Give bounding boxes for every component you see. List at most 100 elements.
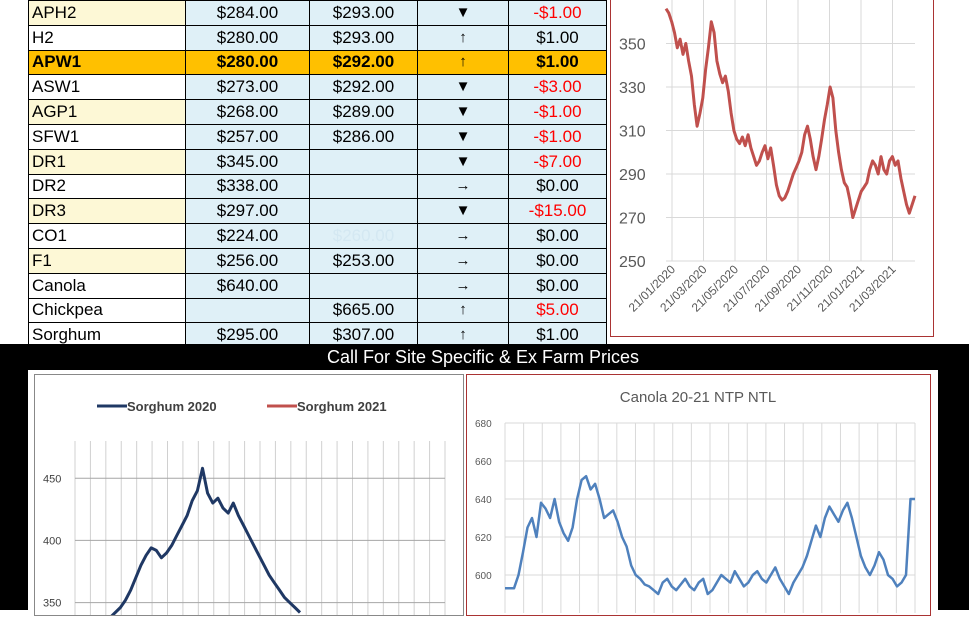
apw1-price-chart: 250 270 290 310 330 350 21/01/2020 21/03/2020 21… xyxy=(610,0,934,337)
price-row: Chickpea $665.00 ↑ $5.00 xyxy=(28,297,607,324)
price-cell-2: $286.00 xyxy=(309,123,418,150)
price-row: H2 $280.00 $293.00 ↑ $1.00 xyxy=(28,24,607,51)
price-cell-2: $665.00 xyxy=(309,297,418,324)
grade-cell: DR1 xyxy=(28,148,186,175)
change-cell: $1.00 xyxy=(508,49,607,76)
y-tick-label: 290 xyxy=(619,167,646,184)
y-tick-label: 270 xyxy=(619,211,646,228)
sorghum-2020-line xyxy=(104,466,302,620)
trend-arrow-icon: ▼ xyxy=(417,198,509,225)
price-row: DR3 $297.00 ▼ -$15.00 xyxy=(28,198,607,225)
trend-arrow-icon: → xyxy=(417,173,509,200)
price-row: CO1 $224.00 $260.00 → $0.00 xyxy=(28,223,607,249)
y-tick-label: 680 xyxy=(475,419,492,430)
y-tick-label: 400 xyxy=(43,535,61,547)
change-cell: -$1.00 xyxy=(508,0,607,26)
grade-cell: H2 xyxy=(28,24,186,51)
y-tick-label: 640 xyxy=(475,495,492,506)
grade-cell: Chickpea xyxy=(28,297,186,324)
price-cell-1 xyxy=(185,297,310,324)
legend-label: Sorghum 2021 xyxy=(297,399,387,414)
price-cell-2: $260.00 xyxy=(309,223,418,249)
trend-arrow-icon: ▼ xyxy=(417,0,509,26)
price-cell-2 xyxy=(309,198,418,225)
price-cell-2 xyxy=(309,148,418,175)
y-tick-label: 660 xyxy=(475,457,492,468)
price-row: APW1 $280.00 $292.00 ↑ $1.00 xyxy=(28,49,607,76)
sorghum-chart: Sorghum 2020 Sorghum 2021 350 400 450 xyxy=(34,374,464,620)
price-row: ASW1 $273.00 $292.00 ▼ -$3.00 xyxy=(28,74,607,101)
change-cell: $1.00 xyxy=(508,322,607,349)
price-cell-1: $338.00 xyxy=(185,173,310,200)
price-cell-1: $280.00 xyxy=(185,24,310,51)
canola-chart-svg: Canola 20-21 NTP NTL 600 620 640 660 680 xyxy=(475,389,916,613)
grade-cell: SFW1 xyxy=(28,123,186,150)
y-tick-label: 330 xyxy=(619,80,646,97)
price-cell-1: $256.00 xyxy=(185,247,310,274)
change-cell: -$15.00 xyxy=(508,198,607,225)
trend-arrow-icon: ↑ xyxy=(417,24,509,51)
apw1-chart-svg: 25027029031033035021/01/202021/03/202021… xyxy=(619,0,917,315)
canola-series-line xyxy=(505,474,915,596)
grade-cell: ASW1 xyxy=(28,74,186,101)
grade-cell: DR2 xyxy=(28,173,186,200)
y-tick-label: 310 xyxy=(619,124,646,141)
trend-arrow-icon: ▼ xyxy=(417,148,509,175)
price-cell-2 xyxy=(309,173,418,200)
price-row: F1 $256.00 $253.00 → $0.00 xyxy=(28,247,607,274)
y-tick-label: 450 xyxy=(43,473,61,485)
chart-title: Canola 20-21 NTP NTL xyxy=(620,389,776,406)
trend-arrow-icon: ▼ xyxy=(417,74,509,101)
price-cell-1: $284.00 xyxy=(185,0,310,26)
price-cell-1: $268.00 xyxy=(185,99,310,125)
price-row: DR2 $338.00 → $0.00 xyxy=(28,173,607,200)
page-margin-right xyxy=(938,344,969,610)
price-cell-1: $640.00 xyxy=(185,272,310,299)
change-cell: $0.00 xyxy=(508,173,607,200)
price-cell-2: $293.00 xyxy=(309,0,418,26)
price-cell-1: $345.00 xyxy=(185,148,310,175)
y-tick-label: 350 xyxy=(43,598,61,610)
price-row: DR1 $345.00 ▼ -$7.00 xyxy=(28,148,607,175)
grade-cell: F1 xyxy=(28,247,186,274)
grade-cell: DR3 xyxy=(28,198,186,225)
change-cell: $0.00 xyxy=(508,272,607,299)
price-cell-1: $257.00 xyxy=(185,123,310,150)
y-tick-label: 620 xyxy=(475,533,492,544)
grade-cell: APW1 xyxy=(28,49,186,76)
grade-cell: AGP1 xyxy=(28,99,186,125)
change-cell: -$3.00 xyxy=(508,74,607,101)
price-table: APH2 $284.00 $293.00 ▼ -$1.00 H2 $280.00 $293.0… xyxy=(28,0,607,349)
change-cell: -$1.00 xyxy=(508,99,607,125)
price-row: SFW1 $257.00 $286.00 ▼ -$1.00 xyxy=(28,123,607,150)
price-cell-1: $297.00 xyxy=(185,198,310,225)
trend-arrow-icon: → xyxy=(417,247,509,274)
y-tick-label: 250 xyxy=(619,254,646,271)
trend-arrow-icon: → xyxy=(417,272,509,299)
price-cell-2: $253.00 xyxy=(309,247,418,274)
change-cell: $5.00 xyxy=(508,297,607,324)
page-margin-left xyxy=(0,344,28,610)
y-tick-label: 600 xyxy=(475,571,492,582)
trend-arrow-icon: ↑ xyxy=(417,49,509,76)
y-tick-label: 350 xyxy=(619,37,646,54)
sorghum-chart-svg: Sorghum 2020 Sorghum 2021 350 400 450 xyxy=(43,399,446,620)
legend-label: Sorghum 2020 xyxy=(127,399,217,414)
trend-arrow-icon: ▼ xyxy=(417,123,509,150)
price-cell-1: $273.00 xyxy=(185,74,310,101)
price-cell-2: $292.00 xyxy=(309,74,418,101)
change-cell: -$7.00 xyxy=(508,148,607,175)
price-cell-2: $292.00 xyxy=(309,49,418,76)
page-margin xyxy=(0,0,28,344)
canola-chart: Canola 20-21 NTP NTL 600 620 640 660 680 xyxy=(466,374,931,616)
price-cell-1: $224.00 xyxy=(185,223,310,249)
grade-cell: Canola xyxy=(28,272,186,299)
change-cell: $0.00 xyxy=(508,247,607,274)
price-cell-2 xyxy=(309,272,418,299)
change-cell: $1.00 xyxy=(508,24,607,51)
grade-cell: CO1 xyxy=(28,223,186,249)
call-banner: Call For Site Specific & Ex Farm Prices xyxy=(28,344,938,370)
grade-cell: APH2 xyxy=(28,0,186,26)
price-row: Canola $640.00 → $0.00 xyxy=(28,272,607,299)
change-cell: -$1.00 xyxy=(508,123,607,150)
